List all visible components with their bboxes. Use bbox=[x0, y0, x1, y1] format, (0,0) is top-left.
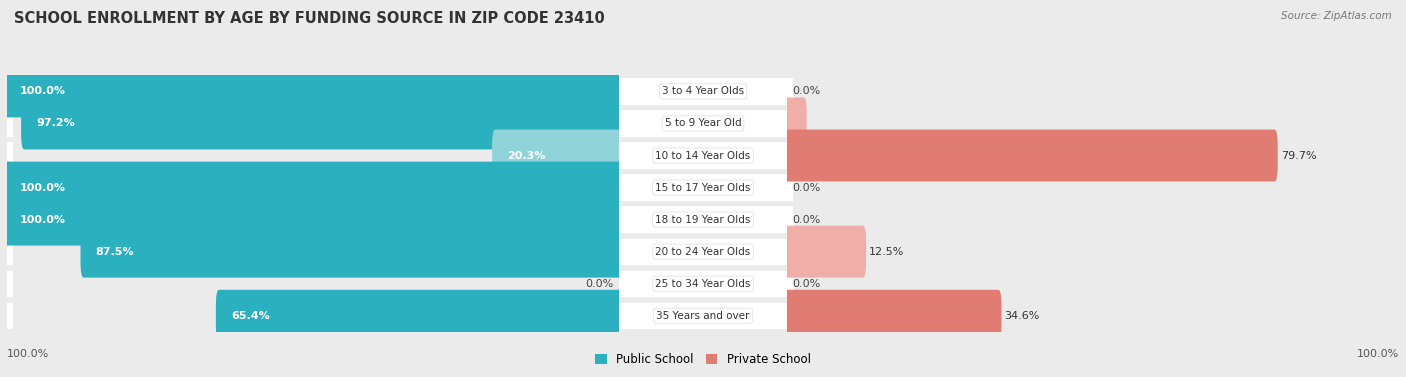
Text: 100.0%: 100.0% bbox=[20, 86, 65, 97]
Text: 0.0%: 0.0% bbox=[793, 182, 821, 193]
FancyBboxPatch shape bbox=[786, 271, 793, 297]
FancyBboxPatch shape bbox=[7, 175, 13, 201]
Text: 87.5%: 87.5% bbox=[96, 247, 135, 257]
Text: 15 to 17 Year Olds: 15 to 17 Year Olds bbox=[655, 182, 751, 193]
FancyBboxPatch shape bbox=[21, 98, 623, 149]
FancyBboxPatch shape bbox=[7, 207, 13, 233]
FancyBboxPatch shape bbox=[786, 239, 793, 265]
Text: SCHOOL ENROLLMENT BY AGE BY FUNDING SOURCE IN ZIP CODE 23410: SCHOOL ENROLLMENT BY AGE BY FUNDING SOUR… bbox=[14, 11, 605, 26]
FancyBboxPatch shape bbox=[783, 130, 1278, 181]
FancyBboxPatch shape bbox=[7, 143, 13, 169]
Text: 100.0%: 100.0% bbox=[1357, 349, 1399, 359]
FancyBboxPatch shape bbox=[620, 175, 786, 201]
FancyBboxPatch shape bbox=[7, 110, 13, 136]
FancyBboxPatch shape bbox=[783, 98, 807, 149]
Legend: Public School, Private School: Public School, Private School bbox=[591, 349, 815, 371]
FancyBboxPatch shape bbox=[620, 271, 786, 297]
Text: 3 to 4 Year Olds: 3 to 4 Year Olds bbox=[662, 86, 744, 97]
FancyBboxPatch shape bbox=[786, 175, 793, 201]
Text: 20 to 24 Year Olds: 20 to 24 Year Olds bbox=[655, 247, 751, 257]
FancyBboxPatch shape bbox=[620, 239, 786, 265]
FancyBboxPatch shape bbox=[4, 66, 623, 117]
FancyBboxPatch shape bbox=[7, 303, 13, 329]
FancyBboxPatch shape bbox=[786, 78, 793, 104]
FancyBboxPatch shape bbox=[620, 303, 786, 329]
FancyBboxPatch shape bbox=[4, 194, 623, 245]
Text: 5 to 9 Year Old: 5 to 9 Year Old bbox=[665, 118, 741, 129]
FancyBboxPatch shape bbox=[783, 290, 1001, 342]
Text: 25 to 34 Year Olds: 25 to 34 Year Olds bbox=[655, 279, 751, 289]
Text: 100.0%: 100.0% bbox=[20, 215, 65, 225]
FancyBboxPatch shape bbox=[786, 143, 793, 169]
Text: 12.5%: 12.5% bbox=[869, 247, 904, 257]
FancyBboxPatch shape bbox=[786, 207, 793, 233]
Text: 20.3%: 20.3% bbox=[508, 150, 546, 161]
FancyBboxPatch shape bbox=[786, 110, 793, 136]
FancyBboxPatch shape bbox=[4, 162, 623, 213]
FancyBboxPatch shape bbox=[620, 110, 786, 136]
Text: 100.0%: 100.0% bbox=[20, 182, 65, 193]
Text: 100.0%: 100.0% bbox=[7, 349, 49, 359]
Text: Source: ZipAtlas.com: Source: ZipAtlas.com bbox=[1281, 11, 1392, 21]
FancyBboxPatch shape bbox=[620, 78, 786, 104]
Text: 0.0%: 0.0% bbox=[585, 279, 613, 289]
Text: 65.4%: 65.4% bbox=[231, 311, 270, 321]
Text: 35 Years and over: 35 Years and over bbox=[657, 311, 749, 321]
Text: 0.0%: 0.0% bbox=[793, 215, 821, 225]
Text: 10 to 14 Year Olds: 10 to 14 Year Olds bbox=[655, 150, 751, 161]
Text: 0.0%: 0.0% bbox=[793, 279, 821, 289]
Text: 18 to 19 Year Olds: 18 to 19 Year Olds bbox=[655, 215, 751, 225]
FancyBboxPatch shape bbox=[217, 290, 623, 342]
FancyBboxPatch shape bbox=[620, 207, 786, 233]
FancyBboxPatch shape bbox=[620, 143, 786, 169]
FancyBboxPatch shape bbox=[786, 303, 793, 329]
FancyBboxPatch shape bbox=[783, 226, 866, 277]
FancyBboxPatch shape bbox=[492, 130, 623, 181]
FancyBboxPatch shape bbox=[7, 239, 13, 265]
FancyBboxPatch shape bbox=[7, 271, 13, 297]
Text: 34.6%: 34.6% bbox=[1004, 311, 1040, 321]
Text: 0.0%: 0.0% bbox=[793, 86, 821, 97]
FancyBboxPatch shape bbox=[80, 226, 623, 277]
Text: 79.7%: 79.7% bbox=[1281, 150, 1316, 161]
FancyBboxPatch shape bbox=[7, 78, 13, 104]
Text: 97.2%: 97.2% bbox=[37, 118, 75, 129]
